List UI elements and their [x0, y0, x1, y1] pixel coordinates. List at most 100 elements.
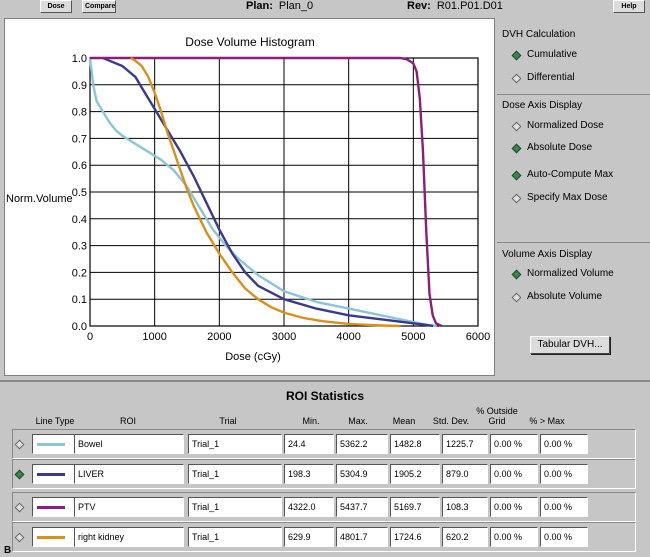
header-roi: ROI [119, 416, 136, 426]
x-tick-label: 0 [87, 331, 93, 343]
top-toolbar: Dose Compare Plan: Plan_0 Rev: R01.P01.D01… [0, 0, 650, 16]
dvh-chart: 0 1000 2000 3000 4000 5000 6000 0.0 0.1 0.2 0.3 0.4… [6, 35, 491, 363]
outside-grid-cell: 0.00 % [490, 464, 538, 484]
y-tick-label: 0.0 [72, 321, 87, 333]
radio-unselected-icon [511, 292, 522, 302]
rev-indicator: Rev: R01.P01.D01 [407, 0, 503, 12]
x-tick-label: 1000 [142, 331, 166, 343]
line-swatch [37, 473, 65, 476]
header-std-dev: Std. Dev. [432, 416, 470, 426]
outside-grid-cell: 0.00 % [490, 434, 538, 454]
row-select-icon[interactable] [14, 532, 25, 543]
rev-value: R01.P01.D01 [436, 0, 503, 12]
table-row[interactable]: LIVER Trial_1 198.3 5304.9 1905.2 879.0 … [14, 464, 634, 486]
specify-max-dose-radio[interactable]: Specify Max Dose [511, 192, 608, 204]
roi-cell[interactable]: Bowel [74, 434, 184, 454]
roi-statistics-title: ROI Statistics [285, 389, 365, 403]
side-options-panel: DVH Calculation Cumulative Differential … [497, 18, 650, 376]
header-outside-grid: % Outside Grid [476, 406, 518, 426]
mean-cell: 5169.7 [390, 497, 440, 517]
std-dev-cell: 108.3 [442, 497, 488, 517]
radio-unselected-icon [511, 121, 522, 131]
gt-max-cell: 0.00 % [540, 464, 588, 484]
x-tick-label: 4000 [336, 331, 360, 343]
max-cell: 5437.7 [336, 497, 388, 517]
radio-unselected-icon [511, 73, 522, 83]
y-tick-label: 0.4 [72, 214, 87, 226]
plan-indicator: Plan: Plan_0 [246, 0, 313, 12]
dvh-plot-panel: 0 1000 2000 3000 4000 5000 6000 0.0 0.1 0.2 0.3 0.4… [4, 18, 495, 376]
table-row-frame [12, 459, 636, 489]
y-tick-label: 0.9 [72, 80, 87, 92]
dose-axis-title: Dose Axis Display [502, 100, 583, 111]
gt-max-cell: 0.00 % [540, 527, 588, 547]
row-select-icon[interactable] [14, 502, 25, 513]
outside-grid-cell: 0.00 % [490, 527, 538, 547]
line-swatch [37, 443, 65, 446]
dose-button[interactable]: Dose [40, 0, 72, 13]
gt-max-cell: 0.00 % [540, 497, 588, 517]
min-cell: 4322.0 [284, 497, 334, 517]
chart-ticks: 0 1000 2000 3000 4000 5000 6000 0.0 0.1 0.2 0.3 0.4… [72, 53, 491, 343]
plan-label: Plan: [246, 0, 273, 12]
line-swatch [37, 506, 65, 509]
table-row-frame [12, 492, 636, 522]
divider [497, 242, 650, 243]
auto-compute-max-radio[interactable]: Auto-Compute Max [511, 169, 613, 181]
table-row-frame [12, 429, 636, 459]
y-tick-label: 0.3 [72, 241, 87, 253]
table-row[interactable]: PTV Trial_1 4322.0 5437.7 5169.7 108.3 0… [14, 497, 634, 519]
tabular-dvh-button[interactable]: Tabular DVH... [530, 336, 610, 354]
chart-series [88, 56, 443, 328]
y-tick-label: 1.0 [72, 53, 87, 65]
max-cell: 5304.9 [336, 464, 388, 484]
mean-cell: 1905.2 [390, 464, 440, 484]
trial-cell[interactable]: Trial_1 [188, 434, 282, 454]
chart-title: Dose Volume Histogram [185, 35, 314, 49]
roi-cell[interactable]: PTV [74, 497, 184, 517]
row-select-icon[interactable] [14, 439, 25, 450]
differential-radio[interactable]: Differential [511, 72, 575, 84]
header-trial: Trial [219, 416, 237, 426]
radio-selected-icon [511, 143, 522, 153]
radio-unselected-icon [511, 193, 522, 203]
roi-cell[interactable]: right kidney [74, 527, 184, 547]
std-dev-cell: 1225.7 [442, 434, 488, 454]
plan-value: Plan_0 [278, 0, 314, 12]
absolute-volume-radio[interactable]: Absolute Volume [511, 291, 603, 303]
header-line-type: Line Type [35, 416, 75, 426]
trial-cell[interactable]: Trial_1 [188, 497, 282, 517]
x-tick-label: 5000 [401, 331, 425, 343]
trial-cell[interactable]: Trial_1 [188, 464, 282, 484]
min-cell: 198.3 [284, 464, 334, 484]
specify-max-dose-label: Specify Max Dose [527, 192, 608, 203]
chart-x-axis-label: Dose (cGy) [225, 351, 281, 363]
table-row[interactable]: Bowel Trial_1 24.4 5362.2 1482.8 1225.7 … [14, 434, 634, 456]
roi-statistics-panel: ROI Statistics Line Type ROI Trial Min. … [0, 380, 650, 557]
y-tick-label: 0.1 [72, 294, 87, 306]
line-swatch [37, 536, 65, 539]
normalized-dose-radio[interactable]: Normalized Dose [511, 120, 604, 132]
table-row[interactable]: right kidney Trial_1 629.9 4801.7 1724.6… [14, 527, 634, 549]
absolute-dose-label: Absolute Dose [527, 142, 593, 153]
normalized-volume-radio[interactable]: Normalized Volume [511, 268, 614, 280]
x-tick-label: 2000 [207, 331, 231, 343]
series-line-bowel [88, 57, 437, 328]
roi-cell[interactable]: LIVER [74, 464, 184, 484]
cumulative-radio[interactable]: Cumulative [511, 49, 577, 61]
row-select-icon[interactable] [14, 469, 25, 480]
min-cell: 629.9 [284, 527, 334, 547]
table-row-frame [12, 522, 636, 552]
absolute-dose-radio[interactable]: Absolute Dose [511, 142, 593, 154]
y-tick-label: 0.7 [72, 133, 87, 145]
radio-selected-icon [511, 50, 522, 60]
trial-cell[interactable]: Trial_1 [188, 527, 282, 547]
dvh-calc-title: DVH Calculation [502, 29, 576, 40]
help-button[interactable]: Help [613, 0, 645, 13]
divider [497, 94, 650, 95]
max-cell: 5362.2 [336, 434, 388, 454]
std-dev-cell: 879.0 [442, 464, 488, 484]
absolute-volume-label: Absolute Volume [527, 291, 603, 302]
compare-button[interactable]: Compare [82, 0, 116, 13]
outside-grid-cell: 0.00 % [490, 497, 538, 517]
